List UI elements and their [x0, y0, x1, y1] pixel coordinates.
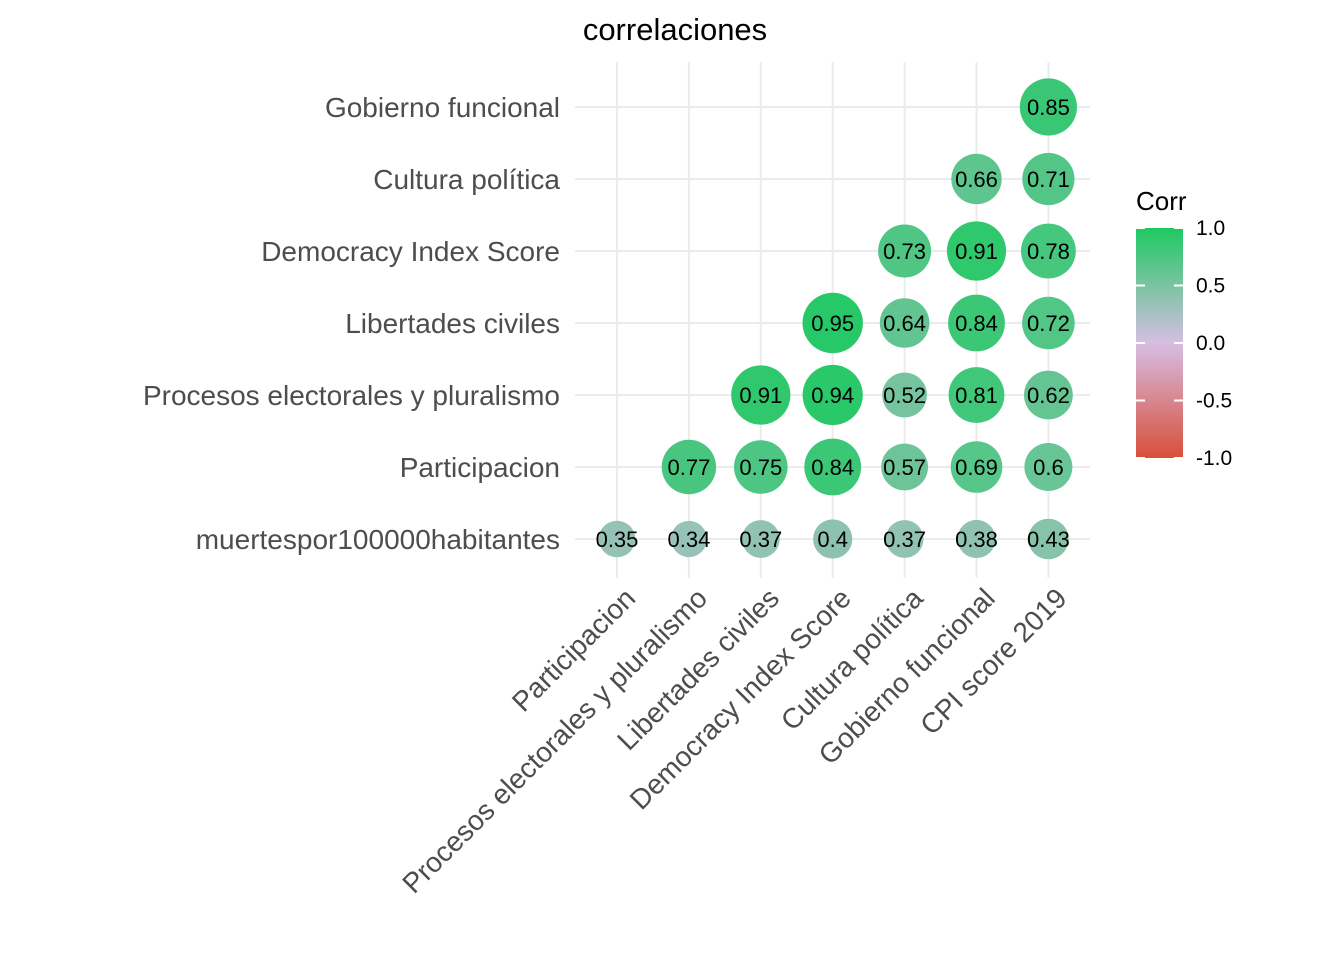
correlation-value-label: 0.52: [883, 383, 926, 408]
correlation-value-label: 0.73: [883, 239, 926, 264]
legend-tick-label: 0.0: [1196, 332, 1225, 355]
correlation-value-label: 0.62: [1027, 383, 1070, 408]
correlation-circle: [885, 520, 924, 558]
legend-tick-label: -0.5: [1196, 390, 1232, 413]
correlation-value-label: 0.57: [883, 455, 926, 480]
correlation-circle: [882, 372, 927, 418]
correlation-circle: [1028, 518, 1069, 560]
correlation-circle: [741, 520, 780, 558]
correlation-circle: [878, 224, 932, 278]
correlation-value-label: 0.37: [739, 527, 782, 552]
y-tick-label: Cultura política: [373, 164, 560, 195]
correlation-value-label: 0.34: [667, 527, 710, 552]
correlation-circle: [802, 292, 863, 354]
correlation-value-label: 0.35: [596, 527, 639, 552]
x-tick-label: Participacion: [506, 582, 641, 717]
y-axis-tick-labels: muertespor100000habitantes Participacion P…: [143, 92, 560, 555]
correlation-circles: [598, 78, 1077, 560]
correlation-circle: [1022, 296, 1075, 350]
correlation-value-label: 0.84: [955, 311, 998, 336]
legend-tick-label: 0.5: [1196, 275, 1225, 298]
legend-tick-label: -1.0: [1196, 447, 1232, 470]
correlation-values: 0.35 0.34 0.37 0.4 0.37 0.38 0.43 0.77 0.75 0.84 0…: [596, 95, 1070, 552]
correlation-value-label: 0.6: [1033, 455, 1064, 480]
x-tick-label: Procesos electorales y pluralismo: [396, 582, 713, 899]
correlation-circle: [598, 520, 636, 558]
correlation-circle: [881, 443, 928, 491]
legend-ticks: 1.0 0.5 0.0 -0.5 -1.0: [1136, 217, 1232, 470]
correlation-value-label: 0.69: [955, 455, 998, 480]
correlation-value-label: 0.77: [667, 455, 710, 480]
correlation-value-label: 0.85: [1027, 95, 1070, 120]
correlation-circle: [661, 439, 717, 495]
correlation-value-label: 0.43: [1027, 527, 1070, 552]
correlation-circle: [1024, 370, 1073, 420]
correlation-value-label: 0.66: [955, 167, 998, 192]
correlation-value-label: 0.64: [883, 311, 926, 336]
correlation-circle: [948, 367, 1005, 423]
correlation-circle: [1019, 78, 1077, 136]
legend-title: Corr: [1136, 186, 1187, 216]
correlation-circle: [813, 519, 853, 559]
correlation-circle: [879, 298, 930, 348]
y-tick-label: muertespor100000habitantes: [196, 524, 560, 555]
correlation-value-label: 0.81: [955, 383, 998, 408]
y-tick-label: Democracy Index Score: [261, 236, 560, 267]
correlation-circle: [804, 438, 862, 496]
correlation-value-label: 0.94: [811, 383, 854, 408]
y-tick-label: Libertades civiles: [345, 308, 560, 339]
correlation-circle: [731, 365, 791, 425]
correlation-circle: [948, 294, 1005, 352]
correlation-value-label: 0.37: [883, 527, 926, 552]
correlation-value-label: 0.78: [1027, 239, 1070, 264]
correlation-circle: [1021, 223, 1076, 279]
legend-tick-label: 1.0: [1196, 217, 1225, 240]
correlation-circle: [950, 441, 1003, 493]
correlation-circle: [957, 519, 996, 559]
correlation-circle: [946, 221, 1007, 281]
correlation-circle: [1022, 152, 1075, 206]
correlation-circle: [951, 153, 1002, 205]
correlation-value-label: 0.91: [955, 239, 998, 264]
correlation-circle: [1024, 443, 1073, 491]
correlation-circle: [734, 440, 788, 494]
correlation-value-label: 0.72: [1027, 311, 1070, 336]
correlation-value-label: 0.71: [1027, 167, 1070, 192]
y-tick-label: Participacion: [400, 452, 560, 483]
y-tick-label: Gobierno funcional: [325, 92, 560, 123]
y-tick-label: Procesos electorales y pluralismo: [143, 380, 560, 411]
color-legend: Corr 1.0 0.5 0.0 -0.5 -1.0: [1136, 186, 1232, 470]
correlation-circle: [670, 520, 708, 558]
correlation-value-label: 0.91: [739, 383, 782, 408]
correlation-value-label: 0.4: [817, 527, 848, 552]
chart-title: correlaciones: [583, 12, 767, 47]
correlation-circle: [802, 364, 863, 426]
correlation-value-label: 0.75: [739, 455, 782, 480]
correlation-value-label: 0.84: [811, 455, 854, 480]
correlation-value-label: 0.38: [955, 527, 998, 552]
correlation-value-label: 0.95: [811, 311, 854, 336]
